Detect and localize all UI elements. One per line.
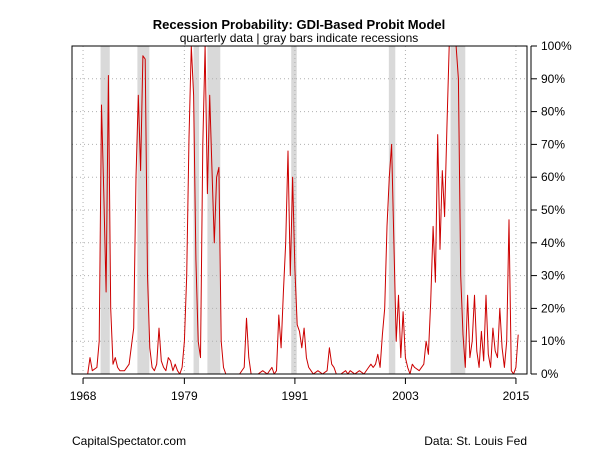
y-tick-label-4: 40% xyxy=(541,236,565,250)
chart-title: Recession Probability: GDI-Based Probit … xyxy=(153,17,446,32)
plot-frame xyxy=(71,45,528,375)
y-axis: 0% 10% 20% 30% 40% 50% 60% 70% 80% 90% 100% xyxy=(530,39,572,381)
y-tick-label-3: 30% xyxy=(541,269,565,283)
recession-bar-0 xyxy=(100,46,110,374)
y-tick-label-0: 0% xyxy=(541,367,559,381)
x-tick-label-1: 1979 xyxy=(171,389,198,403)
recession-bar-1 xyxy=(137,46,150,374)
y-tick-label-1: 10% xyxy=(541,334,565,348)
footer-data-source: Data: St. Louis Fed xyxy=(424,434,527,448)
y-tick-label-5: 50% xyxy=(541,203,565,217)
x-tick-label-3: 2003 xyxy=(392,389,419,403)
y-tick-label-10: 100% xyxy=(541,39,572,53)
y-tick-label-6: 60% xyxy=(541,170,565,184)
x-tick-label-2: 1991 xyxy=(282,389,309,403)
x-tick-label-0: 1968 xyxy=(70,389,97,403)
y-tick-label-8: 80% xyxy=(541,105,565,119)
grid-lines xyxy=(72,45,527,375)
footer-source-site: CapitalSpectator.com xyxy=(72,434,186,448)
recession-bar-4 xyxy=(291,46,297,374)
y-tick-label-2: 20% xyxy=(541,301,565,315)
x-axis: 1968 1979 1991 2003 2015 xyxy=(70,377,530,403)
chart-subtitle: quarterly data | gray bars indicate rece… xyxy=(180,31,419,45)
x-tick-label-4: 2015 xyxy=(503,389,530,403)
y-tick-label-9: 90% xyxy=(541,72,565,86)
y-tick-label-7: 70% xyxy=(541,137,565,151)
recession-bars xyxy=(100,46,466,374)
